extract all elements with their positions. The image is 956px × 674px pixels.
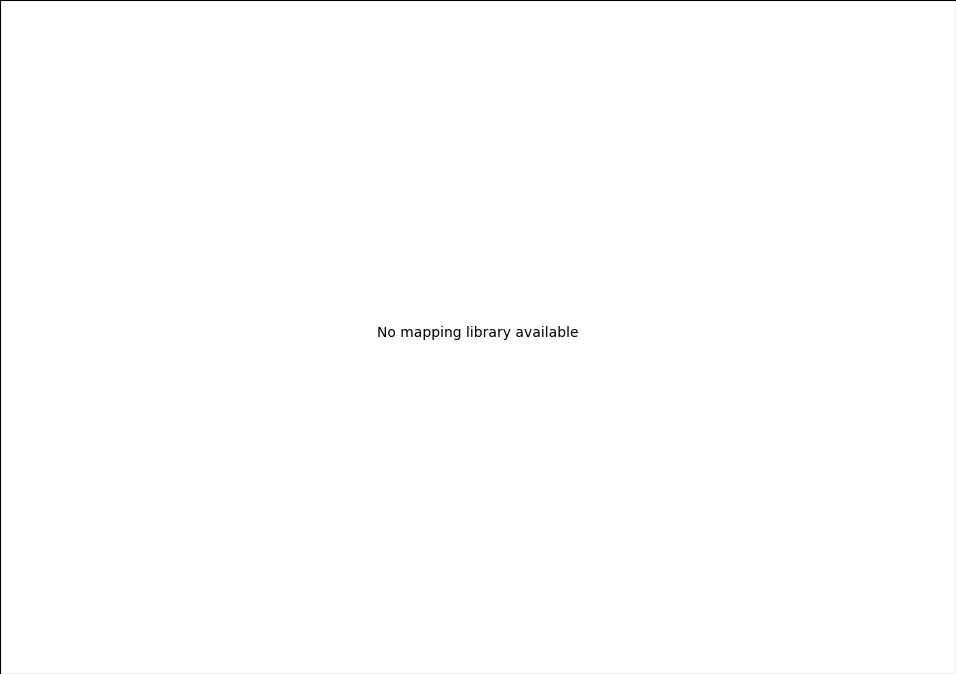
Text: No mapping library available: No mapping library available bbox=[378, 326, 578, 340]
